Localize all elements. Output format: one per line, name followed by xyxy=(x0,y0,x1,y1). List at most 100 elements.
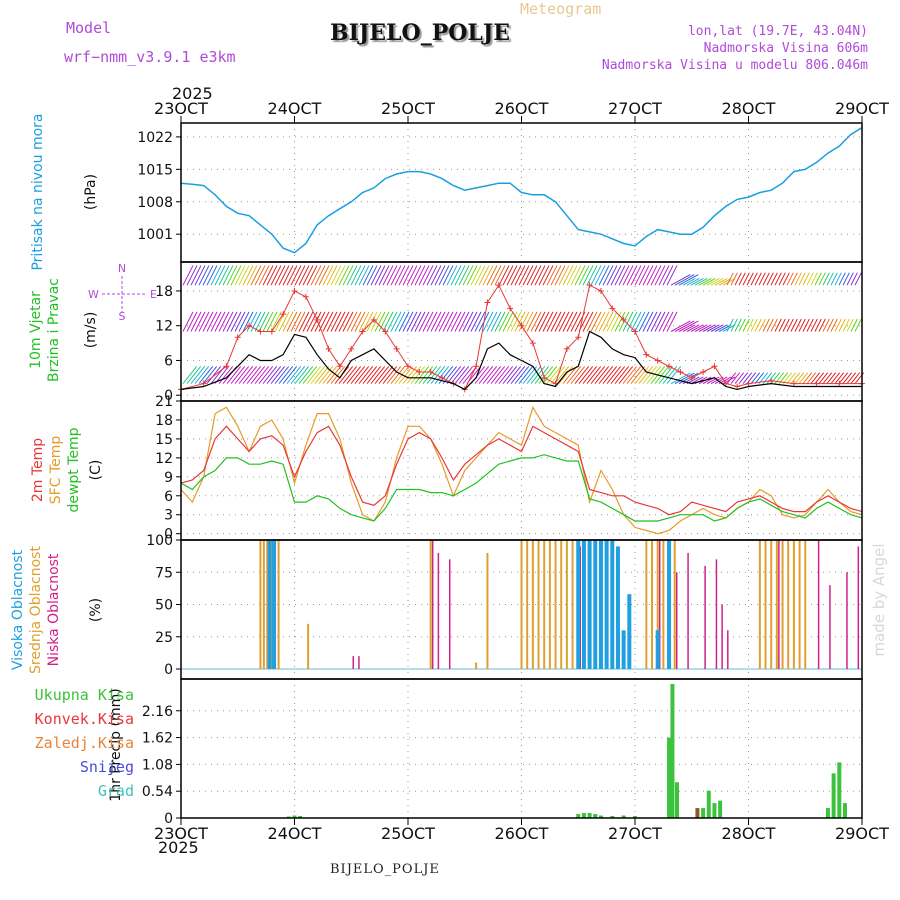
wind-barb xyxy=(610,366,626,384)
wind-barb xyxy=(306,366,322,384)
gust-point xyxy=(484,299,491,306)
wind-barb xyxy=(422,311,434,332)
wind-barb xyxy=(182,311,194,332)
wind-barb xyxy=(642,265,654,286)
wind-barb xyxy=(342,366,358,384)
wind-barb xyxy=(530,265,542,286)
wind-barb xyxy=(838,272,846,286)
wind-barb xyxy=(450,265,462,286)
y-tick-label: 1022 xyxy=(137,130,173,146)
wind-barb xyxy=(754,318,762,332)
wind-barb xyxy=(206,311,218,332)
wind-barb xyxy=(674,372,695,385)
wind-barb xyxy=(826,372,837,384)
temp-units: (C) xyxy=(88,460,104,481)
y-tick-label: 6 xyxy=(164,353,173,369)
wind-barb xyxy=(518,311,530,332)
x-tick-label-top: 26OCT xyxy=(495,99,549,118)
wind-barb xyxy=(706,324,720,332)
wind-barb xyxy=(570,311,582,332)
wind-barb xyxy=(626,366,642,384)
precip-bar xyxy=(670,683,675,818)
wind-barb xyxy=(222,265,234,286)
wind-barb xyxy=(618,265,630,286)
y-tick-label: 15 xyxy=(155,432,173,448)
wind-barb xyxy=(654,265,666,286)
wind-barb xyxy=(414,265,426,286)
wind-barb xyxy=(254,366,270,384)
wind-barb xyxy=(838,318,846,332)
wind-barb xyxy=(282,265,294,286)
gust-point xyxy=(654,357,661,364)
wind-barb xyxy=(578,366,594,384)
wind-barb xyxy=(306,265,318,286)
wind-barb xyxy=(422,265,434,286)
gust-point xyxy=(393,345,400,352)
wind-barb xyxy=(266,366,282,384)
wind-barb xyxy=(582,366,598,384)
wind-barb xyxy=(182,265,194,286)
wind-barb xyxy=(190,311,202,332)
wind-barb xyxy=(286,311,298,332)
wind-barb xyxy=(582,311,594,332)
wind-barb xyxy=(686,324,700,332)
gust-point xyxy=(734,383,741,390)
gust-point xyxy=(541,374,548,381)
wind-barb xyxy=(410,366,426,384)
wind-barb xyxy=(750,272,758,286)
wind-barb xyxy=(386,366,402,384)
wind-barb xyxy=(802,272,810,286)
wind-barb xyxy=(282,366,298,384)
x-tick-label-bottom: 27OCT xyxy=(608,824,662,843)
wind-barb xyxy=(554,311,566,332)
precip-legend-item: Konvek.Kisa xyxy=(35,710,134,728)
wind-barb xyxy=(542,265,554,286)
wind-barb xyxy=(710,324,724,332)
high-cloud-bar xyxy=(604,540,609,669)
wind-barb xyxy=(414,366,430,384)
wind-barb xyxy=(666,311,678,332)
precip-legend-item: Snijeg xyxy=(80,758,134,776)
wind-barb xyxy=(186,366,202,384)
wind-barb xyxy=(330,265,342,286)
wind-barb xyxy=(562,265,574,286)
wind-barb xyxy=(350,366,366,384)
wind-barb xyxy=(802,372,813,384)
wind-barb xyxy=(634,366,650,384)
wind-barb xyxy=(694,278,708,286)
wind-barb xyxy=(522,265,534,286)
precip-bar xyxy=(712,803,717,818)
wind-barb xyxy=(506,265,518,286)
wind-barb xyxy=(650,265,662,286)
wind-barb xyxy=(218,366,234,384)
wind-barb xyxy=(606,265,618,286)
panel-frame xyxy=(180,400,863,541)
gust-point xyxy=(586,282,593,289)
y-tick-label: 3 xyxy=(164,508,173,524)
wind-barb xyxy=(646,311,658,332)
wind-barb xyxy=(406,265,418,286)
wind-barb xyxy=(638,311,650,332)
gust-point xyxy=(291,287,298,294)
wind-barb xyxy=(270,311,282,332)
wind-barb xyxy=(602,311,614,332)
wind-barb xyxy=(754,372,765,384)
wind-barb xyxy=(482,311,494,332)
gust-point xyxy=(620,316,627,323)
wind-barb xyxy=(834,272,842,286)
wind-barb xyxy=(714,324,728,332)
wind-barb xyxy=(390,311,402,332)
wind-barb xyxy=(594,311,606,332)
gust-point xyxy=(416,369,423,376)
wind-barb xyxy=(394,265,406,286)
wind-barb xyxy=(566,265,578,286)
wind-barb xyxy=(778,318,786,332)
wind-barb xyxy=(382,265,394,286)
gust-point xyxy=(677,369,684,376)
wind-barb xyxy=(602,366,618,384)
precip-bar xyxy=(842,803,847,818)
wind-barb xyxy=(318,265,330,286)
wind-barb xyxy=(298,311,310,332)
wind-barb xyxy=(294,366,310,384)
